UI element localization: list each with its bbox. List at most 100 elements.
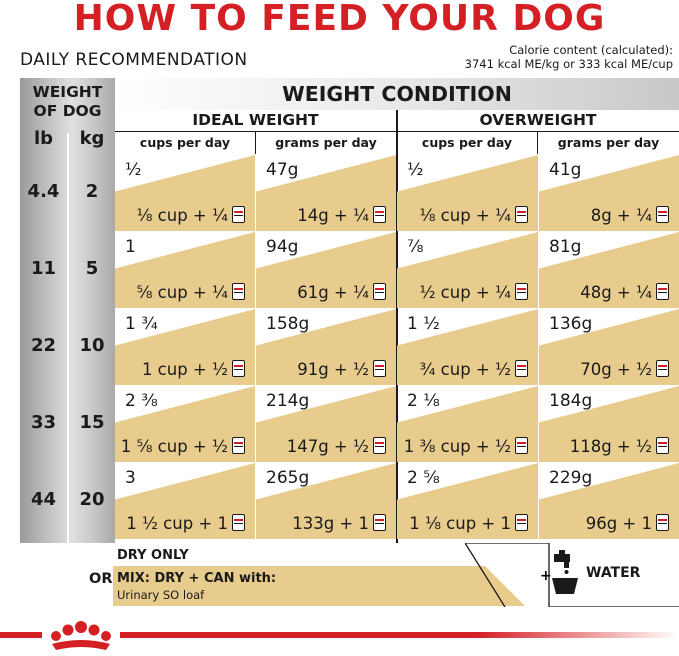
panel-divider [67,133,69,543]
legend-mix-swatch [113,566,525,606]
cell-diagonal-fill [539,309,679,385]
can-icon [515,360,528,377]
dry-only-amount: 3 [125,468,136,488]
mix-amount: 48g + ¼ [580,283,669,302]
can-icon [515,514,528,531]
cell-diagonal-fill [397,155,538,231]
dry-only-amount: 2 ⅝ [407,468,440,488]
mix-amount-text: 1 ⅛ cup + 1 [409,514,511,533]
calorie-line-1: Calorie content (calculated): [509,43,673,57]
feeding-cell: 158g 91g + ½ [256,309,396,385]
can-icon [515,283,528,300]
mix-amount-text: 133g + 1 [292,514,369,533]
weight-lb: 33 [30,412,57,433]
feeding-cell: 1 ¾ 1 cup + ½ [115,309,255,385]
mix-amount-text: 1 ½ cup + 1 [126,514,228,533]
dry-only-amount: ½ [407,160,424,180]
mix-amount-text: 147g + ½ [286,437,369,456]
water-faucet-bowl-icon: + [540,550,578,594]
mix-amount-text: 96g + 1 [585,514,652,533]
feeding-cell: 1 ½ ¾ cup + ½ [397,309,538,385]
can-icon [656,360,669,377]
can-icon [515,437,528,454]
can-icon [373,437,386,454]
feeding-cell: 81g 48g + ¼ [539,232,679,308]
cell-diagonal-fill [256,463,396,539]
feeding-cell: ½ ⅛ cup + ¼ [397,155,538,231]
cell-diagonal-fill [256,155,396,231]
feeding-cell: 2 ⅜ 1 ⅝ cup + ½ [115,386,255,462]
weight-of-dog-panel: WEIGHT OF DOG lb kg 4.4 2 11 5 22 10 33 15 44 20 [20,78,115,543]
cell-diagonal-fill [539,155,679,231]
dry-only-amount: 214g [266,391,310,411]
dry-only-amount: 47g [266,160,299,180]
cell-diagonal-fill [115,232,255,308]
can-icon [232,360,245,377]
feeding-cell: 214g 147g + ½ [256,386,396,462]
subheader-cups-overweight: cups per day [421,135,513,150]
can-icon [656,283,669,300]
dry-only-amount: 158g [266,314,310,334]
mix-amount: 70g + ½ [580,360,669,379]
can-icon [373,206,386,223]
legend-dry-only: DRY ONLY [117,548,189,563]
dry-only-amount: 94g [266,237,299,257]
ideal-weight-header: IDEAL WEIGHT [192,111,319,129]
feeding-table: WEIGHT OF DOG lb kg 4.4 2 11 5 22 10 33 15 44 20 … [20,78,679,543]
legend-mix: MIX: DRY + CAN with: [117,571,277,586]
overweight-header: OVERWEIGHT [479,111,597,129]
calorie-content: Calorie content (calculated): 3741 kcal … [465,43,673,71]
mix-amount: 1 ⅛ cup + 1 [409,514,528,533]
calorie-line-2: 3741 kcal ME/kg or 333 kcal ME/cup [464,57,673,71]
dry-only-amount: 41g [549,160,582,180]
mix-amount-text: 118g + ½ [569,437,652,456]
dry-only-amount: ⅞ [407,237,424,257]
cell-diagonal-fill [397,386,538,462]
lb-header: lb [33,128,54,149]
weight-lb: 22 [30,335,57,356]
mix-amount: ⅛ cup + ¼ [419,206,528,225]
can-icon [656,514,669,531]
mix-amount-text: 8g + ¼ [590,206,652,225]
water-box [465,543,679,607]
can-icon [232,437,245,454]
dry-only-amount: ½ [125,160,142,180]
feeding-cell: 2 ⅝ 1 ⅛ cup + 1 [397,463,538,539]
mix-amount: 1 ⅜ cup + ½ [404,437,528,456]
sub-divider-1 [255,132,256,154]
feeding-cell: 3 1 ½ cup + 1 [115,463,255,539]
weight-condition-bar [115,78,679,110]
daily-recommendation-label: DAILY RECOMMENDATION [20,50,248,70]
mix-amount: 61g + ¼ [297,283,386,302]
feeding-cell: 265g 133g + 1 [256,463,396,539]
mix-amount: 147g + ½ [287,437,386,456]
can-icon [656,206,669,223]
feeding-cell: ⅞ ½ cup + ¼ [397,232,538,308]
cell-diagonal-fill [115,463,255,539]
can-icon [515,206,528,223]
cell-diagonal-fill [539,232,679,308]
feeding-cell: 184g 118g + ½ [539,386,679,462]
weight-kg: 5 [85,258,99,279]
mix-amount: 14g + ¼ [297,206,386,225]
weight-kg: 2 [85,181,99,202]
cell-diagonal-fill [115,155,255,231]
feeding-cell: 1 ⅝ cup + ¼ [115,232,255,308]
cell-diagonal-fill [397,463,538,539]
feeding-cell: 2 ⅛ 1 ⅜ cup + ½ [397,386,538,462]
feeding-cell: ½ ⅛ cup + ¼ [115,155,255,231]
mix-amount-text: 70g + ½ [580,360,652,379]
royal-canin-crown-logo [42,618,120,654]
weight-kg: 15 [79,412,105,433]
mix-amount: 133g + 1 [292,514,386,533]
subheader-cups-ideal: cups per day [139,135,231,150]
mix-amount-text: ⅛ cup + ¼ [136,206,228,225]
mix-amount-text: ¾ cup + ½ [419,360,511,379]
can-icon [373,360,386,377]
dry-only-amount: 1 [125,237,136,257]
cell-diagonal-fill [256,309,396,385]
weight-of-dog-header: WEIGHT OF DOG [32,83,103,120]
mix-amount: 91g + ½ [297,360,386,379]
feeding-cell: 94g 61g + ¼ [256,232,396,308]
can-icon [373,283,386,300]
